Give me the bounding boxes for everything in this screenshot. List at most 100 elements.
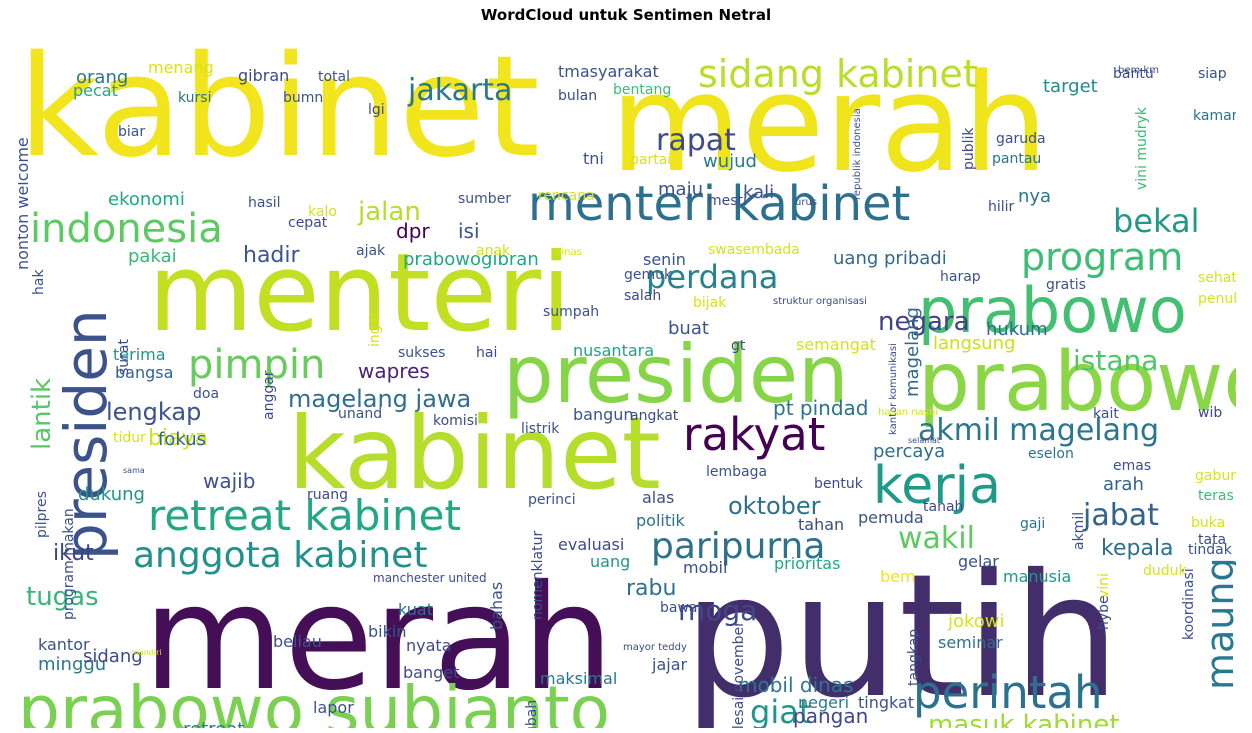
word-fokus: fokus <box>158 429 206 450</box>
wordcloud-panel: kabinet merah merah putih menteri kabinet pres… <box>18 30 1236 728</box>
word-jakarta: jakarta <box>407 73 512 108</box>
word-program-makan: program makan <box>61 508 77 620</box>
word-anak: anak <box>476 243 511 259</box>
word-mandiri: mandiri <box>131 648 162 657</box>
word-ingat: ingat <box>367 311 383 347</box>
word-ruang: ruang <box>307 487 348 503</box>
word-prabowogibran: prabowogibran <box>403 249 539 270</box>
word-politik: politik <box>636 511 686 530</box>
word-bem-km: bem km <box>1118 65 1159 76</box>
word-menang: menang <box>148 58 214 77</box>
word-nusantara: nusantara <box>573 341 654 360</box>
word-retreat: retreat <box>183 719 244 728</box>
word-bumn: bumn <box>283 90 323 106</box>
word-maju: maju <box>658 179 703 200</box>
word-jabat: jabat <box>1082 498 1159 533</box>
word-wapres: wapres <box>358 359 430 383</box>
word-garuda: garuda <box>996 131 1046 147</box>
word-rencana: rencana <box>538 188 595 204</box>
word-pimpin: pimpin <box>188 342 325 388</box>
word-lantik: lantik <box>27 378 57 450</box>
word-tidur: tidur <box>113 430 146 446</box>
word-cepat: cepat <box>288 215 328 231</box>
word-pecat: pecat <box>73 81 118 100</box>
word-selesai-november: selesai november <box>731 621 747 728</box>
word-bangsa: bangsa <box>115 363 173 382</box>
word-sukses: sukses <box>398 345 445 361</box>
word-sehat: sehat <box>1198 270 1236 286</box>
word-lgi: lgi <box>368 102 385 118</box>
word-istana: istana <box>1073 344 1158 377</box>
word-mobil: mobil <box>683 558 727 577</box>
word-nyata: nyata <box>406 636 452 655</box>
word-isi: isi <box>458 219 480 243</box>
word-doa: doa <box>193 386 219 402</box>
word-partai: partai <box>630 152 671 168</box>
word-pt-pindad: pt pindad <box>773 396 868 420</box>
word-sama: sama <box>123 466 145 475</box>
word-prabowo: prabowo <box>918 274 1187 347</box>
word-mobil-dinas: mobil dinas <box>738 673 854 697</box>
word-bentuk: bentuk <box>814 476 864 492</box>
word-banget: banget <box>403 663 459 682</box>
word-wib: wib <box>1198 405 1222 421</box>
word-total: total <box>318 69 350 85</box>
word-tindak: tindak <box>1188 542 1233 558</box>
word-republik-indonesia: republik indonesia <box>852 108 863 200</box>
word-mesti: mesti <box>708 193 747 209</box>
word-unand: unand <box>338 406 382 422</box>
word-tahan: tahan <box>798 515 844 534</box>
word-retreat-kabinet: retreat kabinet <box>148 491 461 540</box>
word-prabowo: prabowo <box>918 335 1236 430</box>
word-perinci: perinci <box>528 492 576 508</box>
word-kabinet: kabinet <box>288 395 661 512</box>
word-komisi: komisi <box>433 413 478 429</box>
word-hasil: hasil <box>248 195 281 211</box>
word-surat: surat <box>116 338 132 375</box>
word-kamar: kamar <box>1193 108 1236 124</box>
word-duduk: duduk <box>1143 563 1188 579</box>
word-siap: siap <box>1198 66 1227 82</box>
word-kepala: kepala <box>1101 536 1174 561</box>
word-oktober: oktober <box>728 492 821 520</box>
word-pangan: pangan <box>793 704 868 728</box>
word-bawa: bawa <box>660 600 698 616</box>
word-selamat: selamat <box>908 436 940 445</box>
word-kursi: kursi <box>178 90 212 106</box>
word-wakil: wakil <box>898 521 975 556</box>
word-rapat: rapat <box>656 123 736 158</box>
word-nya: nya <box>1018 186 1051 207</box>
word-alas: alas <box>642 488 674 507</box>
word-struktur-organisasi: struktur organisasi <box>773 296 867 307</box>
word-manchester-united: manchester united <box>373 571 487 585</box>
word-bulan: bulan <box>558 88 597 104</box>
word-putih: putih <box>683 538 1120 728</box>
word-moga: moga <box>678 594 757 627</box>
word-dukung: dukung <box>78 484 145 505</box>
word-kuat: kuat <box>398 600 433 619</box>
word-terima: terima <box>113 345 166 364</box>
word-biar: biar <box>118 124 145 140</box>
word-anggar: anggar <box>261 370 277 420</box>
word-presiden: presiden <box>503 328 849 421</box>
word-listrik: listrik <box>521 421 560 437</box>
word-uang-pribadi: uang pribadi <box>833 248 947 269</box>
word-kait: kait <box>1093 406 1119 422</box>
word-angkat: angkat <box>630 408 679 424</box>
word-maksimal: maksimal <box>540 669 617 688</box>
word-tni: tni <box>583 149 604 168</box>
word-tugas: tugas <box>26 582 99 612</box>
word-tingkat: tingkat <box>858 693 914 712</box>
word-tangkap: tangkap <box>906 629 922 686</box>
word-indonesia: indonesia <box>30 206 223 252</box>
word-bentang: bentang <box>613 82 671 98</box>
word-nomenklatur: nomenklatur <box>530 530 546 620</box>
word-hilir: hilir <box>988 199 1015 215</box>
word-hasan-nasbi: hasan nasbi <box>878 407 938 418</box>
word-tanah: tanah <box>923 499 963 515</box>
word-paripurna: paripurna <box>651 526 825 567</box>
word-program: program <box>1021 235 1183 279</box>
word-biaya: biaya <box>148 426 208 451</box>
word-anggota-kabinet: anggota kabinet <box>133 535 427 576</box>
word-gaji: gaji <box>1020 516 1045 532</box>
